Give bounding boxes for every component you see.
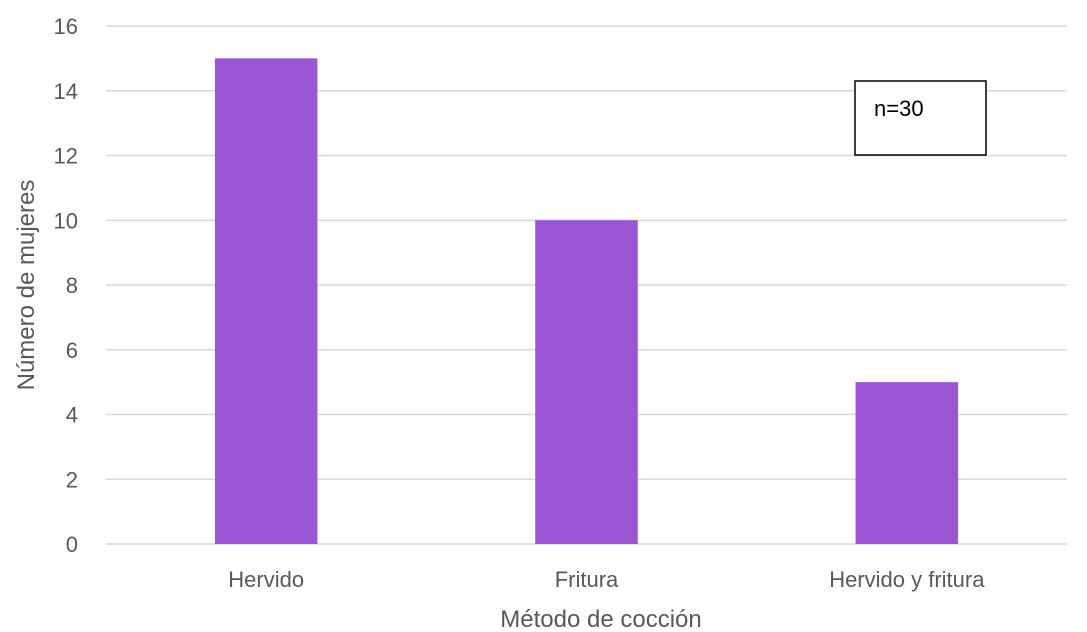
bar [214, 58, 318, 544]
annotation-box: n=30 [854, 80, 987, 156]
y-tick-label: 10 [54, 208, 78, 233]
bar [535, 220, 638, 544]
y-axis-ticks: 0 2 4 6 8 10 12 14 16 [54, 14, 78, 557]
y-tick-label: 2 [66, 467, 78, 492]
y-axis-title: Número de mujeres [13, 180, 40, 391]
annotation-frame [854, 80, 987, 156]
y-tick-label: 16 [54, 14, 78, 39]
y-tick-label: 4 [66, 403, 78, 428]
x-tick-label: Hervido y fritura [829, 567, 985, 592]
x-axis-title: Método de cocción [500, 606, 701, 632]
annotation-label: n=30 [874, 96, 924, 121]
y-tick-label: 6 [66, 338, 78, 363]
x-tick-label: Fritura [555, 567, 619, 592]
bars [214, 58, 959, 544]
x-tick-label: Hervido [228, 567, 304, 592]
y-tick-label: 0 [66, 532, 78, 557]
y-tick-label: 12 [54, 144, 78, 169]
x-axis-ticks: Hervido Fritura Hervido y fritura [228, 567, 985, 592]
bar [855, 382, 959, 544]
y-tick-label: 8 [66, 273, 78, 298]
y-tick-label: 14 [54, 79, 78, 104]
